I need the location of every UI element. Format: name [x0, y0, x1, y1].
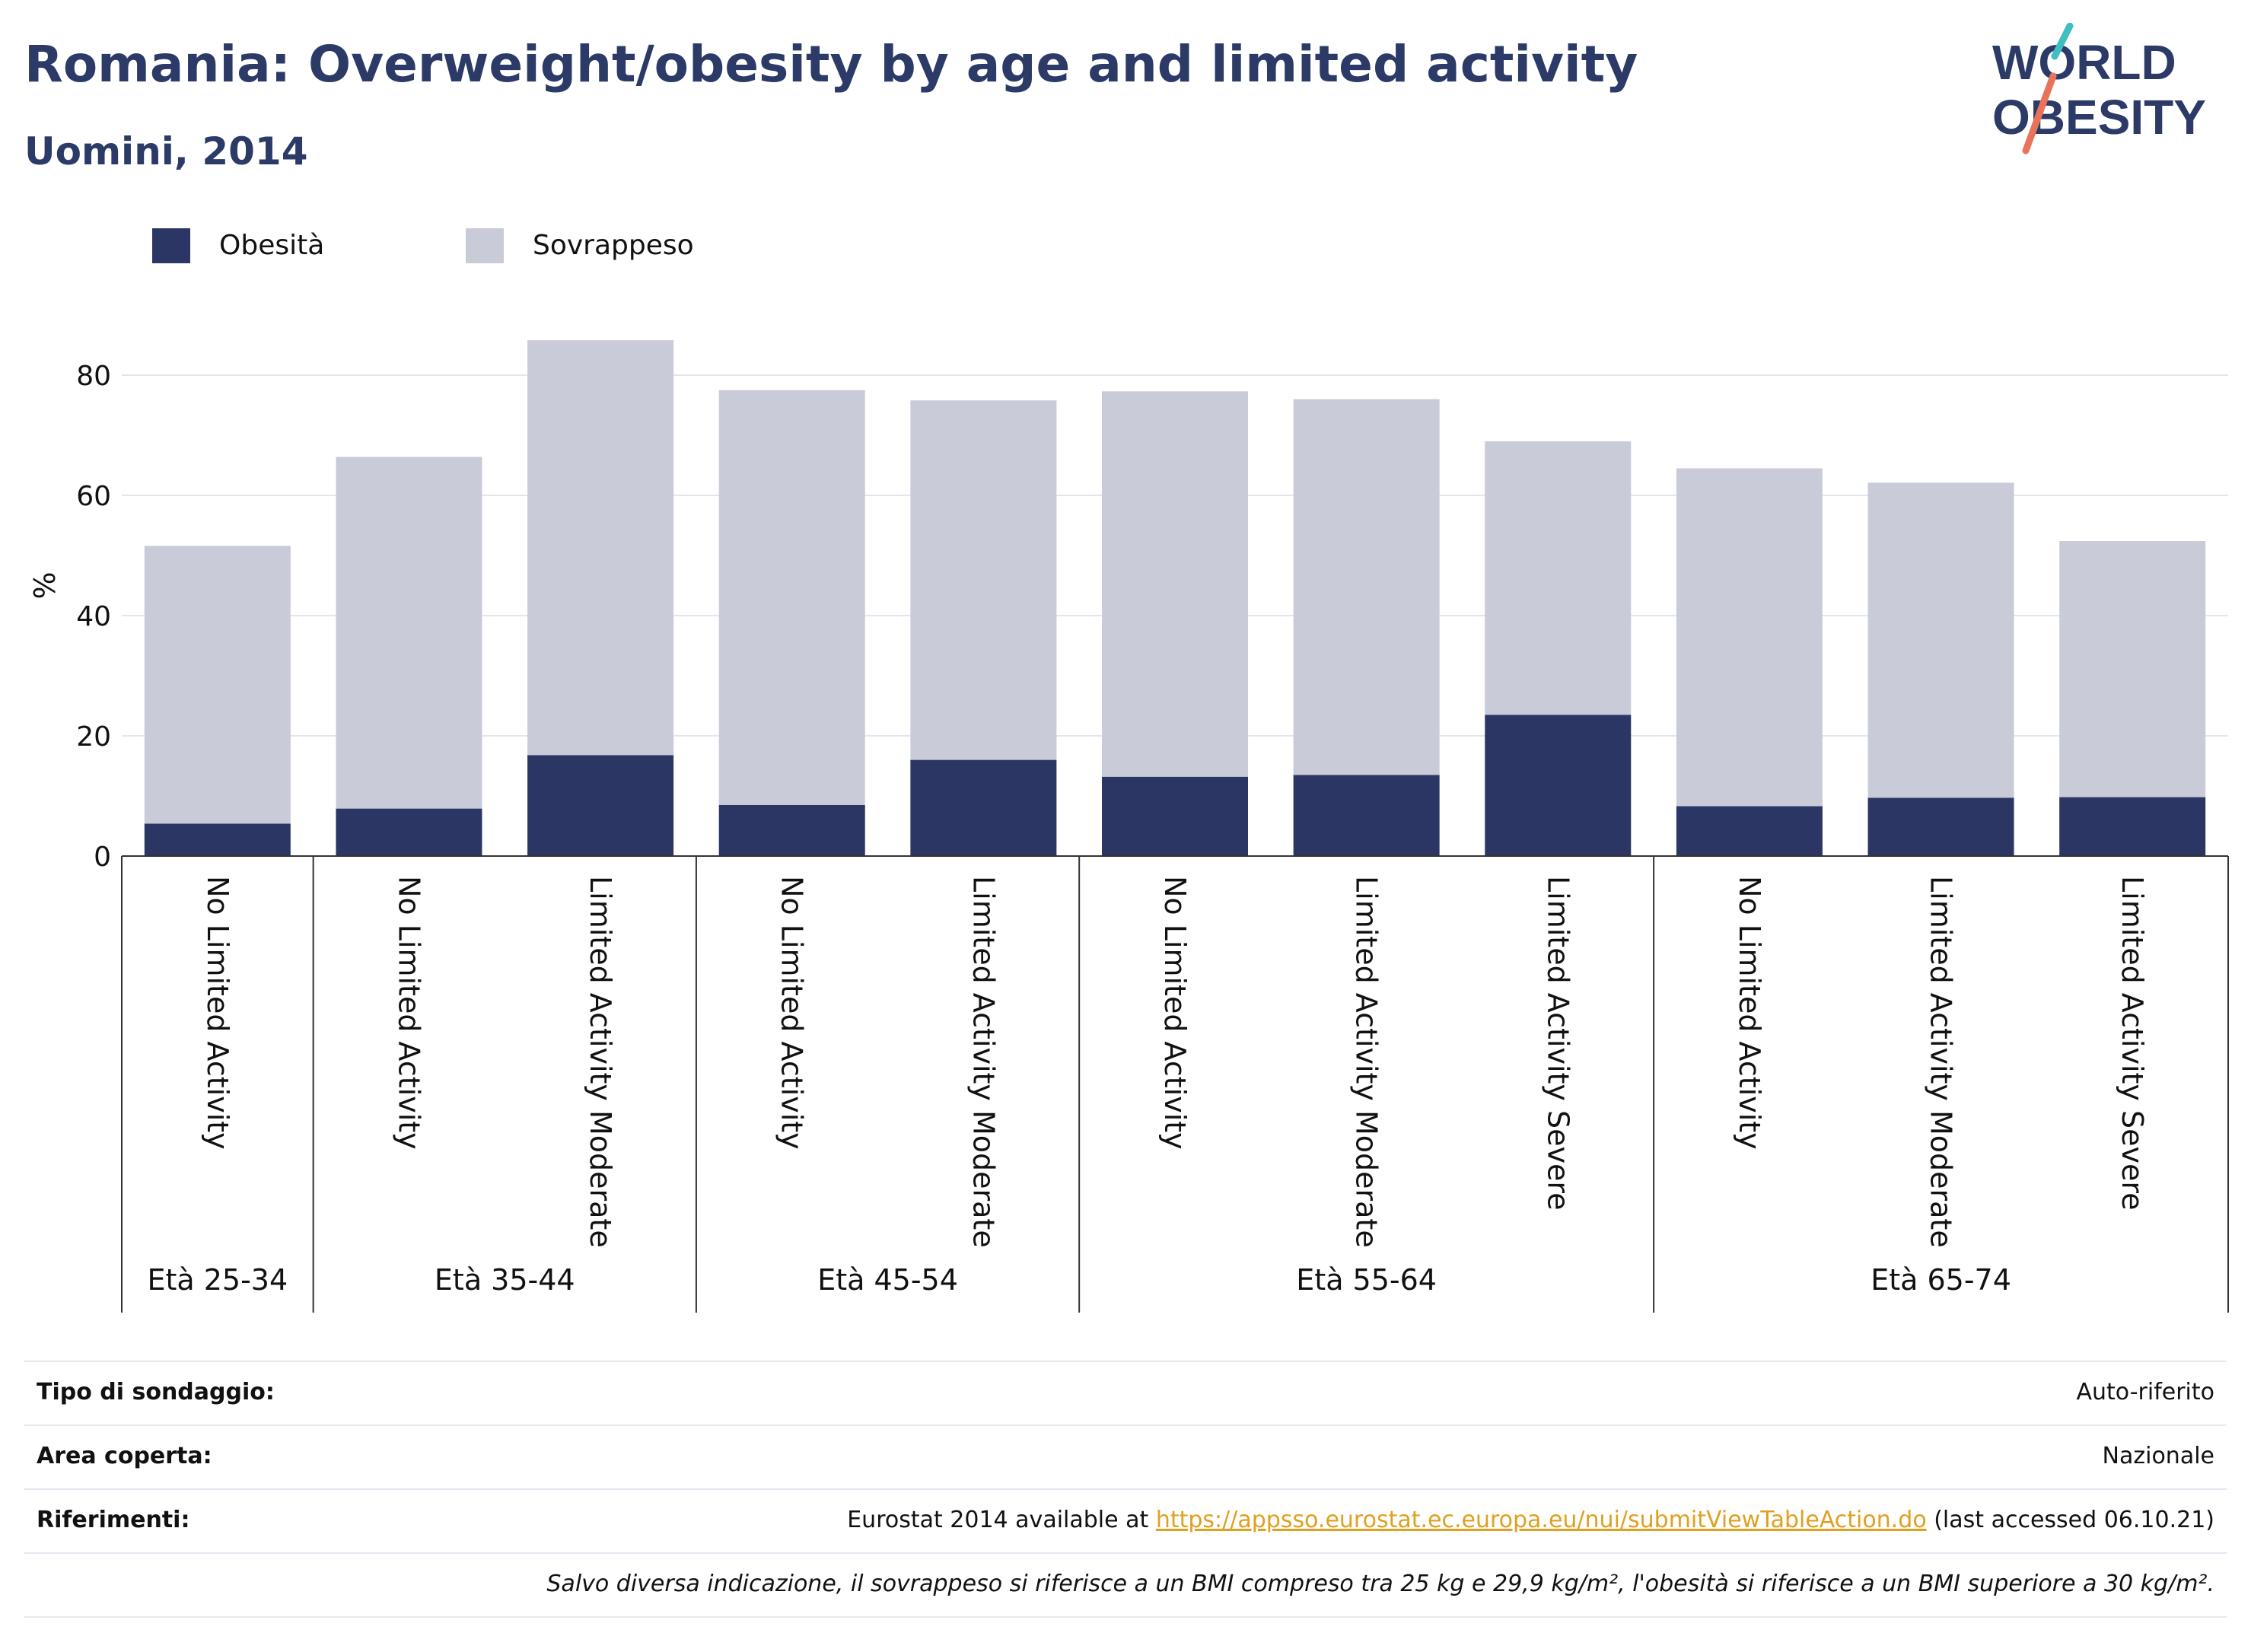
- bar-overweight: [527, 340, 674, 756]
- legend-label-overweight: Sovrappeso: [533, 230, 694, 261]
- group-label: Età 65-74: [1871, 1263, 2011, 1297]
- group-label: Età 25-34: [147, 1263, 288, 1297]
- bar-obesity: [1676, 806, 1823, 856]
- bar-overweight: [336, 457, 482, 809]
- area-value: Nazionale: [2102, 1443, 2214, 1469]
- bar-overweight: [144, 546, 291, 824]
- x-tick-label: No Limited Activity: [392, 876, 425, 1150]
- bar-overweight: [1867, 482, 2014, 798]
- survey-type-value: Auto-riferito: [2076, 1379, 2214, 1405]
- references-label: Riferimenti:: [37, 1507, 190, 1533]
- bar-overweight: [2059, 541, 2206, 797]
- bar-obesity: [336, 808, 482, 856]
- meta-row-references: Riferimenti: Eurostat 2014 available at …: [24, 1490, 2227, 1554]
- bar-overweight: [1485, 441, 1632, 715]
- logo-text-world: WORLD: [1992, 35, 2176, 90]
- legend-swatch-overweight: [466, 228, 504, 263]
- legend-label-obesity: Obesità: [219, 230, 325, 261]
- legend-swatch-obesity: [152, 228, 190, 263]
- bar-overweight: [1676, 468, 1823, 807]
- references-value: Eurostat 2014 available at https://appss…: [847, 1507, 2214, 1533]
- bar-obesity: [144, 823, 291, 856]
- survey-type-label: Tipo di sondaggio:: [37, 1379, 275, 1405]
- bar-overweight: [718, 390, 865, 805]
- bar-overweight: [1293, 399, 1440, 775]
- logo-slash-coral: [2022, 72, 2057, 154]
- bar-overweight: [1102, 391, 1248, 777]
- meta-row-note: Salvo diversa indicazione, il sovrappeso…: [24, 1554, 2227, 1618]
- bmi-definition-note: Salvo diversa indicazione, il sovrappeso…: [546, 1571, 2214, 1597]
- metadata-table: Tipo di sondaggio: Auto-riferito Area co…: [24, 1361, 2227, 1618]
- y-tick-label: 40: [76, 601, 111, 632]
- x-tick-label: Limited Activity Moderate: [584, 876, 617, 1248]
- y-axis-label: %: [28, 571, 62, 599]
- group-label: Età 55-64: [1296, 1263, 1437, 1297]
- logo-text-obesity: OBESITY: [1992, 90, 2206, 145]
- x-tick-label: Limited Activity Moderate: [1925, 876, 1958, 1248]
- page-title: Romania: Overweight/obesity by age and l…: [24, 35, 1638, 94]
- meta-row-area: Area coperta: Nazionale: [24, 1426, 2227, 1490]
- x-tick-label: Limited Activity Moderate: [1350, 876, 1383, 1248]
- bar-obesity: [910, 759, 1057, 856]
- x-tick-label: No Limited Activity: [775, 876, 809, 1150]
- bar-obesity: [2059, 797, 2206, 856]
- x-tick-label: Limited Activity Severe: [1541, 876, 1574, 1211]
- x-tick-label: No Limited Activity: [1158, 876, 1192, 1150]
- y-tick-label: 0: [94, 842, 111, 873]
- logo-slash-teal: [2051, 23, 2074, 60]
- bar-overweight: [910, 400, 1057, 760]
- stacked-bar-chart: 0 20 40 60 80% No Limited Activity No Limited …: [28, 340, 2229, 1313]
- references-prefix: Eurostat 2014 available at: [847, 1507, 1156, 1533]
- x-tick-label: Limited Activity Moderate: [966, 876, 1000, 1248]
- x-tick-label: No Limited Activity: [1733, 876, 1766, 1150]
- group-label: Età 35-44: [435, 1263, 575, 1297]
- group-label: Età 45-54: [817, 1263, 958, 1297]
- references-link[interactable]: https://appsso.eurostat.ec.europa.eu/nui…: [1155, 1507, 1927, 1533]
- x-tick-label: Limited Activity Severe: [2116, 876, 2149, 1211]
- y-tick-label: 80: [76, 361, 111, 392]
- world-obesity-logo: WORLD OBESITY: [1992, 23, 2206, 154]
- bar-obesity: [1867, 797, 2014, 856]
- bar-obesity: [718, 804, 865, 856]
- page-subtitle: Uomini, 2014: [24, 129, 308, 173]
- bar-obesity: [527, 755, 674, 856]
- bar-obesity: [1293, 775, 1440, 856]
- x-tick-label: No Limited Activity: [201, 876, 234, 1150]
- references-suffix: (last accessed 06.10.21): [1926, 1507, 2214, 1533]
- y-tick-label: 60: [76, 481, 111, 512]
- y-tick-label: 20: [76, 721, 111, 753]
- area-label: Area coperta:: [37, 1443, 212, 1469]
- meta-row-survey-type: Tipo di sondaggio: Auto-riferito: [24, 1362, 2227, 1426]
- bar-obesity: [1485, 715, 1632, 856]
- bar-obesity: [1102, 776, 1248, 856]
